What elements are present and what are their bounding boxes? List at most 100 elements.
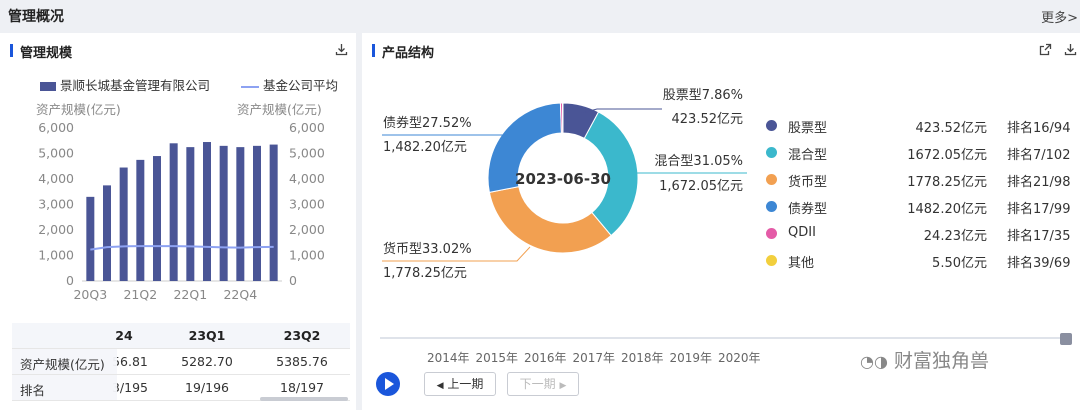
legend-dot: [766, 120, 777, 131]
wechat-icon: ◔◑: [860, 352, 888, 371]
bar[interactable]: [119, 167, 128, 281]
bar[interactable]: [169, 143, 178, 281]
bar[interactable]: [86, 196, 95, 281]
left-arrow-icon: ◀: [436, 381, 444, 391]
legend-value: 1672.05亿元: [907, 148, 987, 163]
bar[interactable]: [186, 147, 195, 281]
y-tick-label: 3,000: [38, 197, 74, 212]
timeline-year[interactable]: 2019年: [669, 351, 713, 365]
left-axis-label: 资产规模(亿元): [36, 102, 121, 117]
horizontal-scrollbar[interactable]: [260, 397, 348, 401]
legend-name: 混合型: [788, 148, 828, 163]
table-cell: 5385.76: [276, 354, 328, 369]
callout-bond-amount: 1,482.20亿元: [383, 140, 467, 155]
legend-rank: 排名16/94: [1007, 121, 1071, 136]
timeline-handle[interactable]: [1060, 333, 1072, 345]
row-label: 排名: [20, 383, 46, 398]
callout-line: [382, 246, 531, 262]
y-tick-label: 5,000: [38, 146, 74, 161]
y-right-tick-label: 3,000: [289, 197, 325, 212]
timeline-track[interactable]: [380, 337, 1070, 339]
next-period-button[interactable]: 下一期 ▶: [507, 372, 579, 396]
legend-dot: [766, 147, 777, 158]
legend-rank: 排名21/98: [1007, 175, 1071, 190]
y-right-tick-label: 6,000: [289, 120, 325, 135]
legend-dot: [766, 228, 777, 239]
more-link[interactable]: 更多>: [1041, 11, 1078, 26]
table-header-cell: 23Q2: [283, 328, 321, 343]
legend-dot: [766, 201, 777, 212]
legend-name: QDII: [788, 225, 816, 240]
prev-label: 上一期: [447, 377, 484, 391]
bar[interactable]: [203, 142, 211, 281]
y-tick-label: 1,000: [38, 248, 74, 263]
play-button[interactable]: [376, 372, 400, 396]
x-tick-label: 22Q1: [173, 287, 207, 302]
product-structure-panel: 产品结构 2023-06-30 股票型7.86% 423.52亿元 债券型27.52%…: [362, 33, 1080, 410]
y-right-tick-label: 5,000: [289, 146, 325, 161]
timeline-year[interactable]: 2014年: [427, 351, 470, 365]
legend-value: 1482.20亿元: [907, 202, 987, 217]
legend-company[interactable]: 景顺长城基金管理有限公司: [40, 75, 210, 94]
timeline-year[interactable]: 2020年: [718, 351, 761, 365]
legend-average[interactable]: 基金公司平均: [241, 75, 338, 94]
table-cell: 19/196: [185, 380, 229, 395]
legend-company-label: 景顺长城基金管理有限公司: [60, 78, 211, 93]
x-tick-label: 21Q2: [123, 287, 157, 302]
y-right-tick-label: 0: [289, 273, 297, 288]
management-scale-panel: 管理规模 景顺长城基金管理有限公司 基金公司平均 资产规模(亿元) 资产规模(亿…: [0, 33, 356, 410]
legend-name: 债券型: [788, 202, 828, 217]
x-tick-label: 22Q4: [223, 287, 257, 302]
panel-title: 产品结构: [372, 42, 434, 61]
bar[interactable]: [253, 145, 261, 281]
prev-period-button[interactable]: ◀ 上一期: [424, 372, 496, 396]
row-label: 资产规模(亿元): [20, 357, 105, 372]
bar[interactable]: [219, 145, 228, 281]
legend-value: 5.50亿元: [932, 256, 987, 271]
open-external-icon[interactable]: [1038, 43, 1052, 57]
section-header: 管理概况 更多>: [0, 0, 1080, 30]
callout-stock-pct: 股票型7.86%: [663, 88, 743, 103]
y-right-tick-label: 4,000: [289, 171, 325, 186]
bar[interactable]: [269, 144, 278, 281]
bar[interactable]: [103, 185, 111, 281]
legend-rank: 排名39/69: [1007, 256, 1071, 271]
legend-value: 423.52亿元: [915, 121, 988, 136]
callout-mixed-pct: 混合型31.05%: [654, 154, 743, 169]
y-right-tick-label: 2,000: [289, 222, 325, 237]
bar[interactable]: [236, 147, 245, 281]
bar[interactable]: [136, 159, 145, 281]
bar[interactable]: [153, 156, 161, 281]
callout-money-amount: 1,778.25亿元: [383, 266, 467, 281]
table-row: 3/195 19/196 18/197 排名: [12, 375, 350, 401]
legend-name: 其他: [788, 256, 815, 271]
right-arrow-icon: ▶: [559, 381, 567, 391]
donut-center-label: 2023-06-30: [515, 170, 611, 188]
legend-rank: 排名17/99: [1007, 202, 1071, 217]
y-tick-label: 6,000: [38, 120, 74, 135]
callout-line: [581, 108, 662, 114]
timeline-year[interactable]: 2018年: [621, 351, 664, 365]
table-cell: 56.81: [112, 354, 148, 369]
x-tick-label: 20Q3: [73, 287, 107, 302]
table-header-row: 24 23Q1 23Q2: [12, 323, 350, 349]
timeline-year[interactable]: 2017年: [572, 351, 616, 365]
download-icon[interactable]: [1063, 43, 1077, 57]
product-donut-chart: 2023-06-30 股票型7.86% 423.52亿元 债券型27.52% 1,482…: [382, 88, 747, 281]
donut-slice[interactable]: [488, 186, 612, 254]
callout-money-pct: 货币型33.02%: [383, 241, 472, 257]
y-tick-label: 4,000: [38, 171, 74, 186]
download-icon[interactable]: [334, 43, 348, 57]
row-label-cell: 排名: [12, 375, 117, 400]
scale-chart: 0 0 1,000 1,000 2,000 2,000 3,000 3,000 4,000 4,0…: [38, 120, 325, 302]
legend-bar-swatch: [40, 82, 56, 91]
average-line: [90, 245, 274, 251]
timeline-year[interactable]: 2015年: [475, 351, 519, 365]
section-title: 管理概况: [8, 9, 64, 25]
legend-rank: 排名17/35: [1007, 229, 1071, 244]
y-right-tick-label: 1,000: [289, 248, 325, 263]
donut-slice[interactable]: [583, 111, 639, 237]
timeline-year[interactable]: 2016年: [524, 351, 567, 365]
panel-title: 管理规模: [10, 42, 72, 61]
legend-value: 24.23亿元: [923, 229, 987, 244]
